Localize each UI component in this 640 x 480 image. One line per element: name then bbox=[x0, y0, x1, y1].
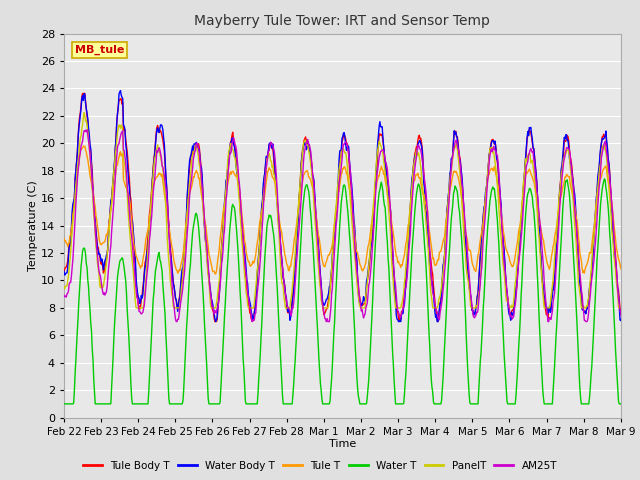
Legend: Tule Body T, Water Body T, Tule T, Water T, PanelT, AM25T: Tule Body T, Water Body T, Tule T, Water… bbox=[79, 456, 561, 475]
X-axis label: Time: Time bbox=[329, 439, 356, 449]
Y-axis label: Temperature (C): Temperature (C) bbox=[28, 180, 38, 271]
Text: MB_tule: MB_tule bbox=[75, 45, 125, 55]
Title: Mayberry Tule Tower: IRT and Sensor Temp: Mayberry Tule Tower: IRT and Sensor Temp bbox=[195, 14, 490, 28]
